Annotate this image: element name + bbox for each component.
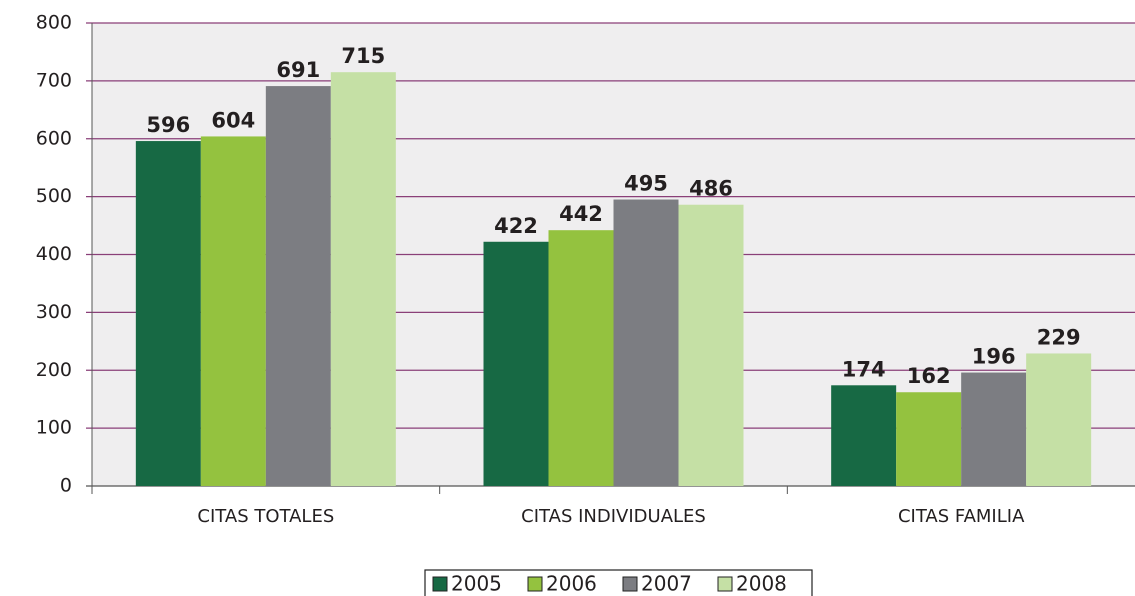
legend-swatch: [717, 576, 733, 592]
legend-label: 2006: [546, 572, 597, 596]
y-tick-label: 0: [60, 475, 72, 497]
y-tick-label: 400: [36, 243, 72, 265]
bar: [265, 86, 331, 487]
y-tick-label: 800: [36, 12, 72, 34]
bar: [831, 385, 897, 486]
legend-label: 2005: [451, 572, 502, 596]
x-tick-label: CITAS INDIVIDUALES: [521, 506, 706, 527]
bar: [1026, 353, 1092, 486]
legend-swatch: [622, 576, 638, 592]
y-tick-label: 600: [36, 127, 72, 149]
legend-label: 2008: [736, 572, 787, 596]
legend-swatch: [527, 576, 543, 592]
x-tick-label: CITAS TOTALES: [197, 506, 334, 527]
legend-box: [424, 569, 813, 596]
legend-label: 2007: [641, 572, 692, 596]
bar: [961, 372, 1027, 486]
legend-swatch: [432, 576, 448, 592]
bar: [483, 241, 549, 486]
value-label: 596: [146, 113, 190, 137]
bar: [135, 141, 201, 486]
y-tick-label: 200: [36, 359, 72, 381]
bar: [548, 230, 614, 486]
bar: [613, 199, 679, 487]
value-label: 495: [624, 172, 668, 196]
y-tick-label: 500: [36, 185, 72, 207]
value-label: 229: [1037, 325, 1081, 349]
bar: [200, 136, 266, 486]
value-label: 422: [494, 214, 538, 238]
y-tick-label: 700: [36, 69, 72, 91]
value-label: 691: [276, 58, 320, 82]
y-tick-label: 100: [36, 417, 72, 439]
bar: [678, 204, 744, 487]
value-label: 162: [907, 364, 951, 388]
value-label: 442: [559, 202, 603, 226]
value-label: 604: [211, 108, 255, 132]
x-tick-label: CITAS FAMILIA: [898, 506, 1025, 527]
bar: [896, 392, 962, 486]
y-tick-label: 300: [36, 301, 72, 323]
value-label: 486: [689, 177, 733, 201]
value-label: 715: [341, 44, 385, 68]
value-label: 174: [842, 357, 886, 381]
bar: [330, 72, 396, 486]
value-label: 196: [972, 345, 1016, 369]
